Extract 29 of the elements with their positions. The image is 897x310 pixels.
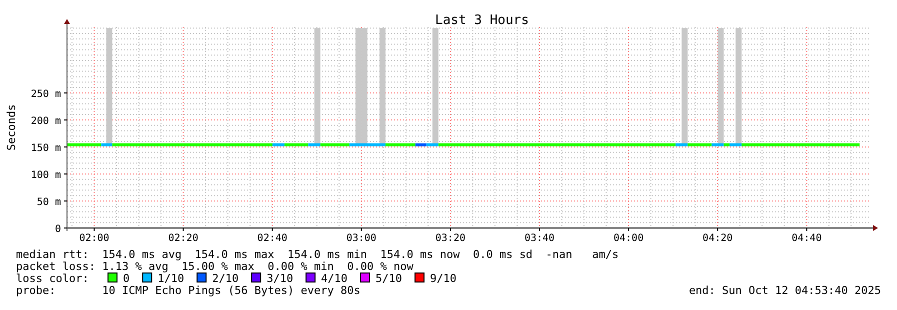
x-tick-label: 03:40 [524, 233, 555, 244]
text: packet loss: 1.13 % avg 15.00 % max 0.00 % min 0.00 % now [16, 260, 414, 273]
x-tick-label: 02:00 [79, 233, 110, 244]
x-tick-label: 03:00 [346, 233, 376, 244]
y-tick-label: 200 m [30, 116, 61, 127]
text: probe: 10 ICMP Echo Pings (56 Bytes) every 80s [16, 284, 360, 297]
x-tick-label: 02:20 [168, 233, 198, 244]
legend-label: 5/10 [376, 272, 402, 285]
x-tick-label: 04:20 [702, 233, 733, 244]
legend-label: 0 [123, 272, 130, 285]
y-tick-label: 100 m [30, 170, 61, 181]
text: end: Sun Oct 12 04:53:40 2025 [688, 284, 881, 297]
x-tick-label: 04:00 [614, 233, 644, 244]
y-tick-label: 250 m [30, 88, 61, 100]
x-tick-label: 03:20 [435, 233, 466, 244]
text: median rtt: 154.0 ms avg 154.0 ms max 154.0 ms min 154.0 ms now 0.0 ms sd -nan am/s [16, 248, 619, 261]
legend-label: 3/10 [266, 272, 294, 285]
legend-title: loss color: [16, 272, 89, 285]
legend-label: 2/10 [212, 272, 239, 285]
y-axis-title: Seconds [5, 104, 18, 151]
y-tick-label: 0 [54, 224, 61, 235]
legend-label: 4/10 [321, 272, 348, 285]
chart-title: Last 3 Hours [435, 13, 529, 28]
y-tick-label: 150 m [30, 142, 61, 154]
x-tick-label: 02:40 [257, 233, 288, 244]
y-tick-label: 50 m [36, 196, 61, 208]
legend-label: 9/10 [430, 272, 457, 285]
legend-label: 1/10 [158, 272, 184, 285]
x-tick-label: 04:40 [792, 233, 822, 244]
